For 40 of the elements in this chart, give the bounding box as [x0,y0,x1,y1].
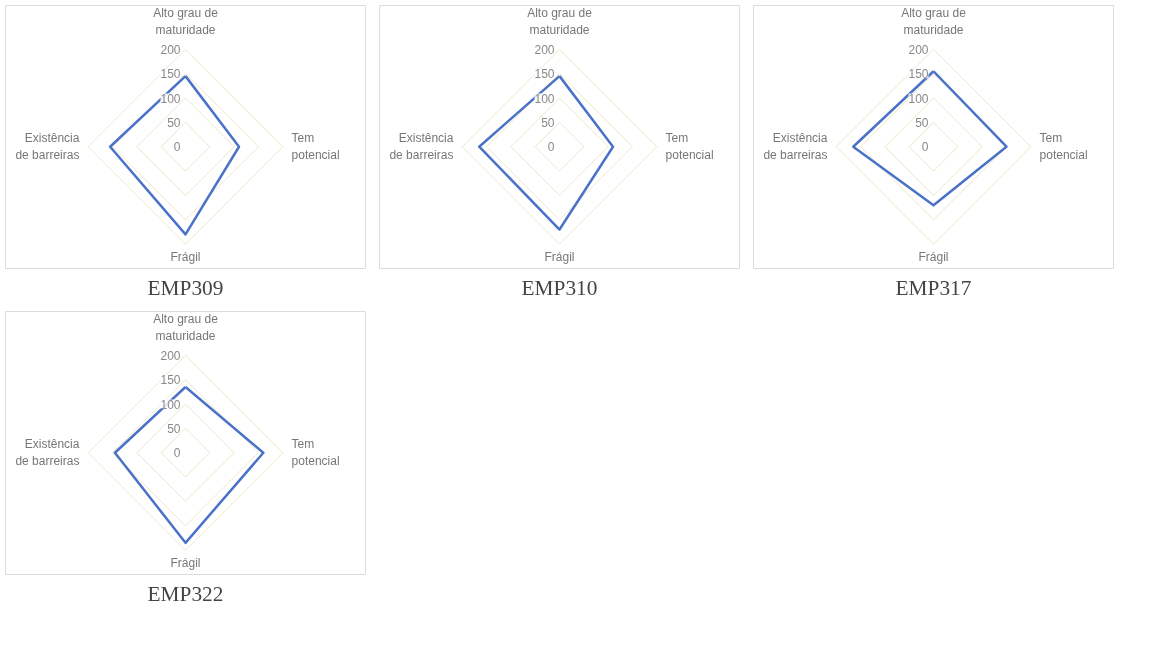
y-tick-label: 150 [908,67,929,82]
y-tick-label: 100 [908,91,929,106]
y-tick-label: 100 [534,91,555,106]
y-tick-label: 200 [160,42,181,57]
text: EMP309 [147,275,224,300]
y-tick-label: 200 [908,42,929,57]
y-tick-label: 200 [160,348,181,363]
y-tick-label: 50 [167,115,181,130]
spoke-label: Frágil [170,249,201,264]
spoke-label: Tem potencial [291,437,340,469]
spoke-label: Alto grau de maturidade [901,5,967,37]
text: EMP322 [147,581,224,606]
y-tick-label: 50 [541,115,555,130]
spoke-label: Existência de barreiras [763,131,828,163]
spoke-label: Alto grau de maturidade [527,5,593,37]
spoke-label: Existência de barreiras [15,437,80,469]
y-tick-label: 100 [160,91,181,106]
text: EMP310 [521,275,598,300]
spoke-label: Frágil [918,249,949,264]
y-tick-label: 150 [160,67,181,82]
text: EMP317 [895,275,972,300]
y-tick-label: 200 [534,42,555,57]
spoke-label: Existência de barreiras [15,131,80,163]
spoke-label: Tem potencial [1039,131,1088,163]
spoke-label: Alto grau de maturidade [153,5,219,37]
y-tick-label: 0 [547,140,555,155]
y-tick-label: 0 [921,140,929,155]
spoke-label: Tem potencial [291,131,340,163]
spoke-label: Tem potencial [665,131,714,163]
y-tick-label: 50 [167,421,181,436]
spoke-label: Frágil [544,249,575,264]
y-tick-label: 100 [160,397,181,412]
y-tick-label: 0 [173,140,181,155]
y-tick-label: 50 [915,115,929,130]
spoke-label: Existência de barreiras [389,131,454,163]
y-tick-label: 150 [160,373,181,388]
y-tick-label: 150 [534,67,555,82]
y-tick-label: 0 [173,446,181,461]
spoke-label: Frágil [170,555,201,570]
spoke-label: Alto grau de maturidade [153,311,219,343]
